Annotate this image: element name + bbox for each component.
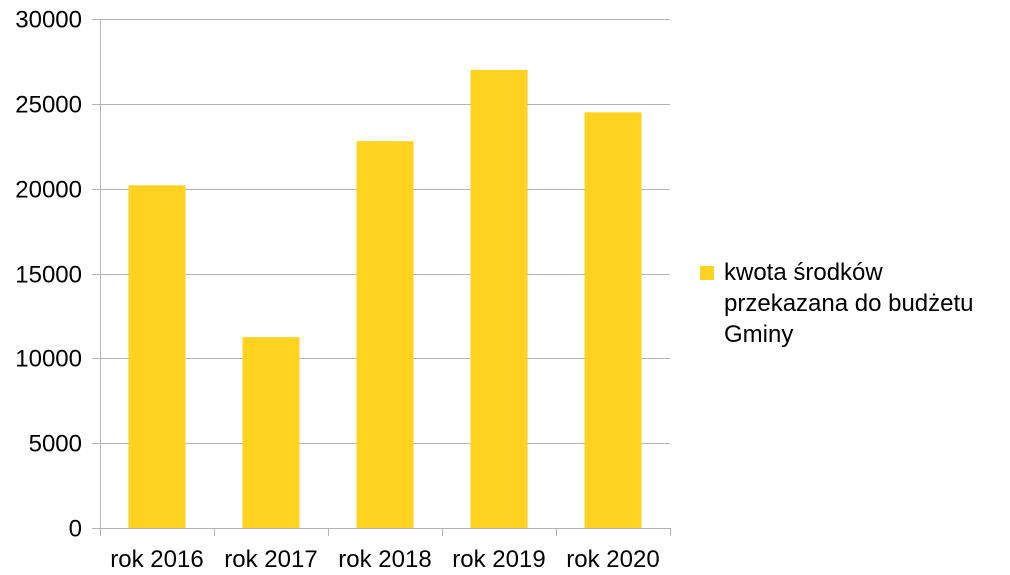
bar xyxy=(242,337,300,528)
y-tick-label: 25000 xyxy=(15,92,82,119)
bar xyxy=(356,141,414,528)
y-tick-label: 0 xyxy=(69,516,82,543)
legend-label: kwota środków przekazana do budżetu Gmin… xyxy=(724,259,974,348)
axes xyxy=(92,19,671,536)
bar xyxy=(470,69,528,529)
y-tick-label: 10000 xyxy=(15,346,82,373)
x-tick-label: rok 2018 xyxy=(338,546,431,573)
x-tick-label: rok 2020 xyxy=(566,546,659,573)
y-tick-label: 30000 xyxy=(15,7,82,34)
y-tick-labels: 0 5000 10000 15000 20000 25000 30000 xyxy=(15,7,82,543)
bar xyxy=(128,185,186,529)
legend-swatch xyxy=(700,266,714,280)
y-tick-label: 20000 xyxy=(15,177,82,204)
x-tick-label: rok 2019 xyxy=(452,546,545,573)
x-tick-labels: rok 2016 rok 2017 rok 2018 rok 2019 rok 2020 xyxy=(110,546,659,573)
y-tick-label: 15000 xyxy=(15,262,82,289)
y-tick-label: 5000 xyxy=(29,431,82,458)
x-tick-label: rok 2017 xyxy=(224,546,317,573)
x-tick-label: rok 2016 xyxy=(110,546,203,573)
bars xyxy=(128,69,642,529)
bar xyxy=(584,112,642,529)
